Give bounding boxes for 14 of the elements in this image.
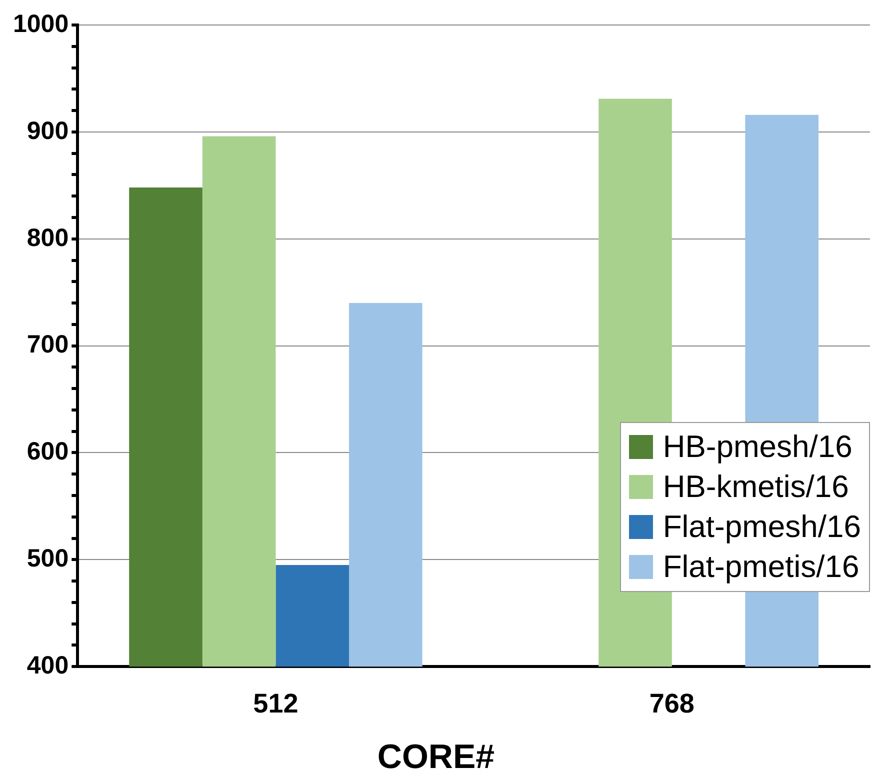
- x-axis-title: CORE#: [376, 738, 496, 777]
- y-tick-label: 400: [26, 651, 69, 680]
- y-tick-label: 700: [26, 330, 69, 359]
- y-tick-label: 1000: [12, 10, 69, 38]
- x-tick-label: 768: [649, 688, 694, 718]
- legend-label: Flat-pmetis/16: [662, 548, 860, 586]
- legend-label: HB-kmetis/16: [662, 468, 849, 506]
- legend-label: HB-pmesh/16: [662, 428, 852, 466]
- y-tick-label: 900: [26, 116, 69, 145]
- y-tick-label: 600: [26, 438, 69, 466]
- legend-label: Flat-pmesh/16: [662, 508, 861, 546]
- y-tick-label: 500: [26, 544, 69, 573]
- x-tick-label: 512: [253, 688, 298, 718]
- y-tick-label: 800: [26, 224, 69, 252]
